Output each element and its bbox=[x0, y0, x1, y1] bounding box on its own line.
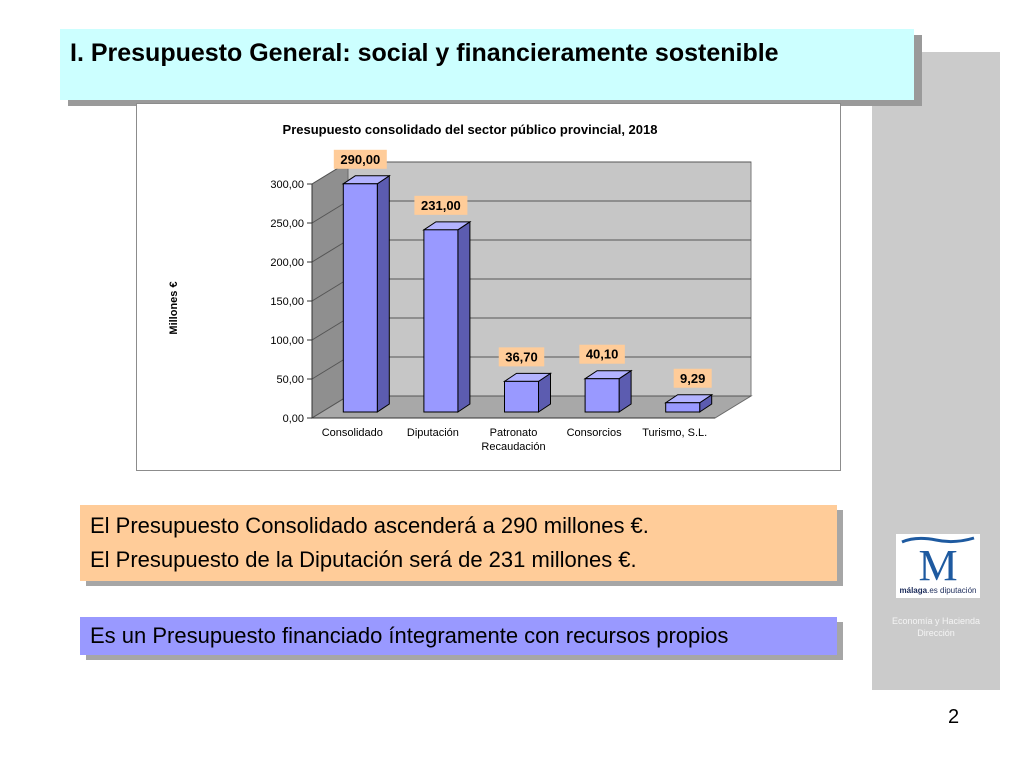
chart-frame: 0,00 50,00 100,00 150,00 200,00 250,00 300,00 2… bbox=[136, 103, 841, 471]
slide-title-box: I. Presupuesto General: social y financi… bbox=[60, 29, 914, 100]
y-tick-label: 0,00 bbox=[283, 413, 304, 425]
note-text: Es un Presupuesto financiado íntegrament… bbox=[90, 623, 729, 648]
data-label-bg bbox=[498, 347, 545, 367]
gridline-depth bbox=[311, 317, 349, 341]
data-label-bg bbox=[579, 344, 625, 364]
gridline-depth bbox=[311, 356, 349, 380]
bar bbox=[504, 380, 539, 413]
slide-title: I. Presupuesto General: social y financi… bbox=[70, 39, 779, 67]
y-axis-label: Millones € bbox=[168, 281, 180, 334]
bar bbox=[584, 378, 620, 413]
y-tick-label: 200,00 bbox=[270, 257, 304, 269]
data-label: 290,00 bbox=[340, 152, 380, 167]
department-label: Economía y Hacienda Dirección bbox=[872, 615, 1000, 639]
data-label: 231,00 bbox=[421, 198, 461, 213]
department-line-2: Dirección bbox=[917, 628, 955, 638]
bar-chart: 0,00 50,00 100,00 150,00 200,00 250,00 300,00 2… bbox=[168, 122, 753, 453]
bar bbox=[665, 402, 701, 413]
chart-title: Presupuesto consolidado del sector públi… bbox=[283, 122, 658, 137]
logo-m-icon: M bbox=[901, 536, 975, 586]
y-tick-label: 250,00 bbox=[270, 218, 304, 230]
note-box: Es un Presupuesto financiado íntegrament… bbox=[80, 617, 837, 655]
y-tick-label: 150,00 bbox=[270, 296, 304, 308]
department-line-1: Economía y Hacienda bbox=[891, 616, 981, 626]
gridline-depth bbox=[311, 200, 349, 224]
svg-text:M: M bbox=[918, 541, 957, 586]
gridline-depth bbox=[311, 395, 349, 419]
x-tick-label: Diputación bbox=[407, 427, 459, 439]
diputacion-logo: M málaga.es diputación bbox=[896, 534, 980, 598]
data-label-bg bbox=[673, 368, 712, 388]
gridline-depth bbox=[311, 239, 349, 263]
bar-side bbox=[457, 220, 471, 413]
x-tick-label: Consorcios bbox=[567, 427, 623, 439]
logo-text: málaga.es diputación bbox=[899, 586, 977, 595]
info-box: El Presupuesto Consolidado ascenderá a 2… bbox=[80, 505, 837, 581]
y-tick-label: 300,00 bbox=[270, 179, 304, 191]
x-tick-label: Patronato bbox=[490, 427, 538, 439]
page-number: 2 bbox=[948, 706, 960, 728]
bar bbox=[423, 229, 459, 413]
y-tick-label: 50,00 bbox=[276, 374, 304, 386]
sidebar-panel: M málaga.es diputación Economía y Hacien… bbox=[872, 52, 1000, 690]
x-tick-label: Turismo, S.L. bbox=[642, 427, 707, 439]
data-label-bg bbox=[414, 195, 468, 215]
x-tick-label: Recaudación bbox=[481, 441, 545, 453]
bar bbox=[342, 183, 378, 413]
y-tick-label: 100,00 bbox=[270, 335, 304, 347]
info-line-2: El Presupuesto de la Diputación será de … bbox=[90, 547, 637, 572]
data-label: 40,10 bbox=[586, 347, 619, 362]
data-label-bg bbox=[333, 149, 387, 169]
data-label: 36,70 bbox=[505, 349, 538, 364]
gridline-depth bbox=[311, 278, 349, 302]
info-line-1: El Presupuesto Consolidado ascenderá a 2… bbox=[90, 513, 649, 538]
data-label: 9,29 bbox=[680, 371, 705, 386]
x-tick-label: Consolidado bbox=[322, 427, 383, 439]
bar-side bbox=[376, 174, 390, 413]
